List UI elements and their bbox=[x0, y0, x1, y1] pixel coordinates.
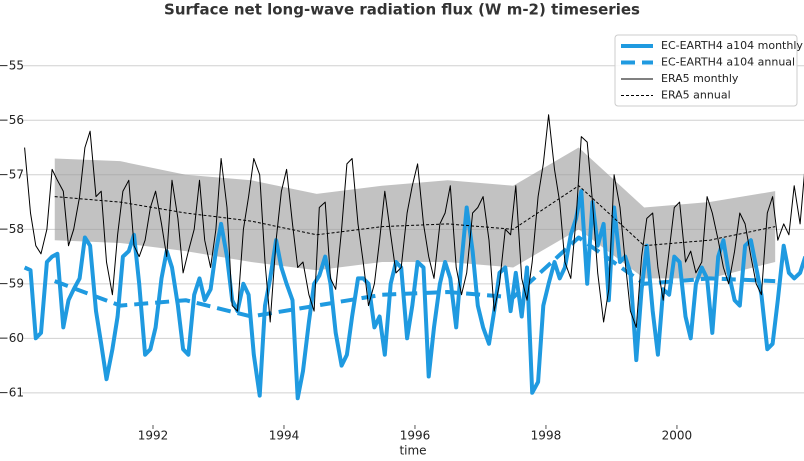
chart-title: Surface net long-wave radiation flux (W … bbox=[164, 1, 640, 19]
y-tick-label: −61 bbox=[0, 385, 24, 399]
y-tick-label: −59 bbox=[0, 276, 24, 290]
y-tick-label: −58 bbox=[0, 222, 24, 236]
series-line bbox=[53, 235, 776, 319]
x-tick-label: 1996 bbox=[400, 429, 431, 443]
series-line bbox=[54, 185, 776, 247]
series-line bbox=[24, 114, 804, 328]
range-band bbox=[54, 147, 776, 279]
x-tick-label: 1992 bbox=[138, 429, 169, 443]
series-line bbox=[23, 189, 804, 401]
y-tick-label: −56 bbox=[0, 113, 24, 127]
x-axis-label: time bbox=[399, 444, 426, 458]
legend-label: ERA5 monthly bbox=[661, 72, 739, 85]
x-tick-label: 1998 bbox=[531, 429, 562, 443]
legend-label: EC-EARTH4 a104 annual bbox=[661, 56, 795, 69]
y-tick-label: −57 bbox=[0, 167, 24, 181]
x-tick-label: 1994 bbox=[269, 429, 300, 443]
y-tick-label: −55 bbox=[0, 58, 24, 72]
x-tick-label: 2000 bbox=[662, 429, 693, 443]
y-tick-label: −60 bbox=[0, 331, 24, 345]
legend: EC-EARTH4 a104 monthly EC-EARTH4 a104 ann… bbox=[614, 34, 803, 107]
legend-label: EC-EARTH4 a104 monthly bbox=[661, 39, 803, 52]
legend-box bbox=[614, 34, 798, 107]
legend-label: ERA5 annual bbox=[661, 89, 731, 102]
